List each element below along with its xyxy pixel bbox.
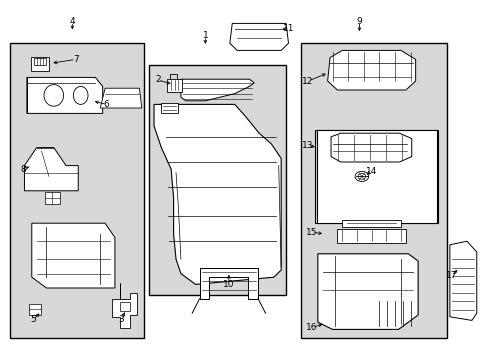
Text: 13: 13 (302, 141, 313, 150)
Ellipse shape (73, 86, 88, 104)
Polygon shape (317, 254, 417, 329)
Polygon shape (154, 104, 281, 284)
Ellipse shape (44, 85, 63, 106)
Text: 17: 17 (445, 271, 456, 280)
Text: 10: 10 (223, 280, 234, 289)
Bar (315, 130, 437, 223)
Text: 2: 2 (155, 76, 161, 85)
Polygon shape (100, 88, 142, 108)
Circle shape (357, 174, 365, 179)
Polygon shape (32, 223, 115, 288)
Polygon shape (27, 77, 102, 113)
Polygon shape (327, 50, 415, 90)
Bar (161, 103, 177, 113)
Bar (166, 79, 182, 92)
Polygon shape (112, 283, 137, 328)
Polygon shape (181, 79, 254, 101)
Polygon shape (330, 133, 411, 162)
Text: 9: 9 (356, 17, 362, 26)
Bar (34, 58, 46, 65)
Text: 7: 7 (73, 55, 79, 64)
Text: 5: 5 (30, 315, 36, 324)
Bar (120, 302, 129, 311)
Bar (316, 130, 436, 223)
Bar (300, 43, 447, 338)
Polygon shape (199, 268, 258, 299)
Bar (45, 192, 60, 204)
Text: 12: 12 (302, 77, 313, 85)
Text: 1: 1 (202, 31, 208, 40)
Bar (149, 65, 285, 295)
Text: 16: 16 (305, 323, 317, 332)
Bar (342, 220, 400, 227)
Text: 4: 4 (69, 17, 75, 26)
Text: 3: 3 (118, 315, 124, 324)
Polygon shape (229, 23, 288, 50)
Text: 11: 11 (282, 24, 294, 33)
Circle shape (354, 171, 368, 181)
Bar (29, 304, 41, 315)
Text: 8: 8 (20, 165, 26, 174)
Bar (10, 43, 144, 338)
Polygon shape (449, 241, 476, 320)
Text: 14: 14 (365, 166, 377, 175)
Bar (31, 57, 49, 71)
Bar (337, 229, 405, 243)
Text: 15: 15 (305, 228, 317, 237)
Text: 6: 6 (103, 100, 109, 109)
Polygon shape (24, 148, 78, 191)
